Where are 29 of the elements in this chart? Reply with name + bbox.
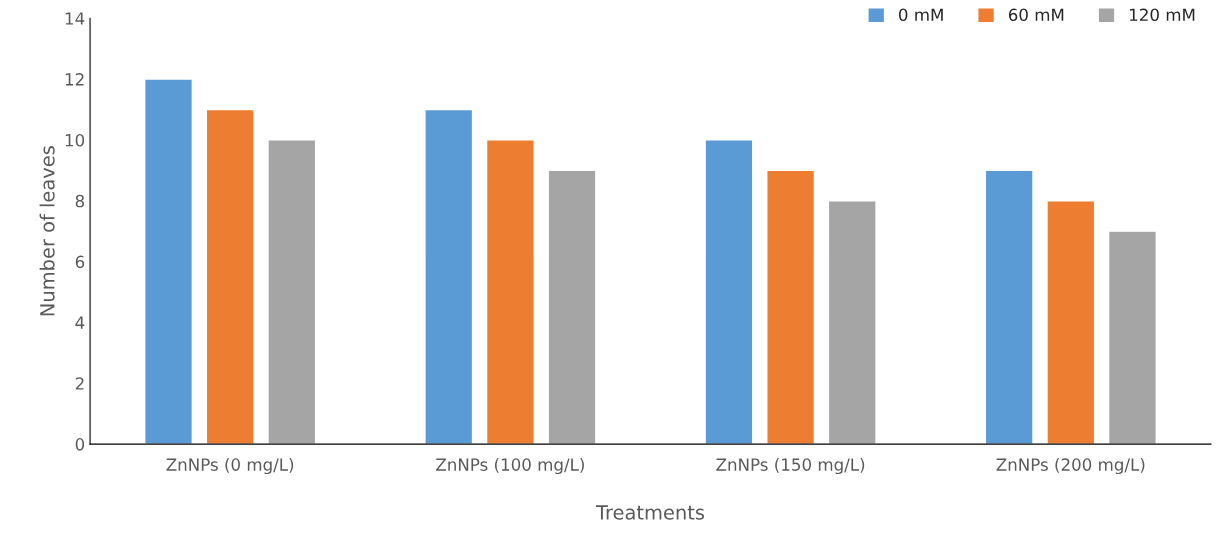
bar xyxy=(1046,200,1096,445)
x-tick-label: ZnNPs (100 mg/L) xyxy=(436,458,584,475)
y-tick-label: 12 xyxy=(65,73,84,86)
bar xyxy=(144,78,194,445)
y-tick-label: 10 xyxy=(65,133,85,147)
x-axis-title: Treatments xyxy=(595,505,705,520)
x-tick-label: ZnNPs (200 mg/L) xyxy=(996,458,1145,475)
bar xyxy=(704,139,754,445)
bar xyxy=(827,200,877,445)
y-tick-label: 0 xyxy=(75,438,85,451)
legend-label: 0 mM xyxy=(898,8,943,22)
y-tick-label: 14 xyxy=(65,12,85,25)
bar xyxy=(485,139,535,445)
bar xyxy=(984,169,1034,445)
y-axis-title: Number of leaves xyxy=(39,146,55,316)
x-tick-label: ZnNPs (150 mg/L) xyxy=(716,458,865,475)
bar xyxy=(766,169,816,445)
y-tick-label: 2 xyxy=(75,377,84,390)
bar xyxy=(205,108,255,445)
y-tick-label: 8 xyxy=(75,194,85,208)
legend-label: 60 mM xyxy=(1008,8,1064,22)
bar xyxy=(267,139,317,445)
y-tick-label: 4 xyxy=(75,316,85,329)
y-tick-label: 6 xyxy=(75,255,85,269)
x-tick-label: ZnNPs (0 mg/L) xyxy=(166,458,294,475)
bar xyxy=(547,169,597,445)
legend-label: 120 mM xyxy=(1130,8,1195,22)
bar xyxy=(424,108,474,445)
bar xyxy=(1107,230,1157,445)
